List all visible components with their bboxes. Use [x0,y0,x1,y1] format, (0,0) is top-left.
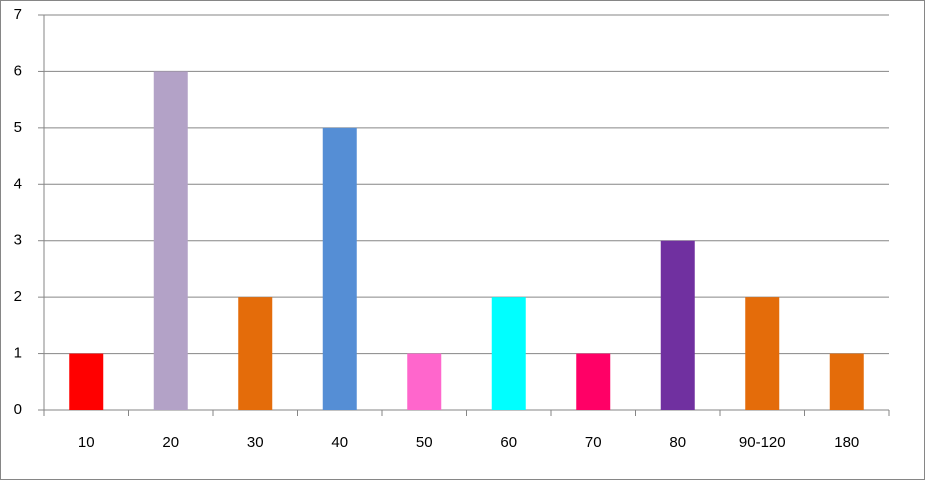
y-tick-label: 3 [14,232,22,249]
x-tick-label: 50 [416,434,433,451]
y-tick-label: 2 [14,288,22,305]
x-tick-label: 180 [834,434,859,451]
bar [829,353,864,410]
bar [238,297,273,410]
x-tick-label: 40 [331,434,348,451]
bar [491,297,526,410]
y-tick-label: 4 [14,175,22,192]
x-tick-label: 20 [162,434,179,451]
x-tick-label: 90-120 [739,434,786,451]
y-tick-label: 7 [14,6,22,23]
x-tick-label: 80 [669,434,686,451]
x-tick-label: 10 [78,434,95,451]
x-tick-label: 30 [247,434,264,451]
y-tick-label: 6 [14,62,22,79]
bar [660,240,695,410]
x-tick-label: 70 [585,434,602,451]
bar [407,353,442,410]
bar [322,127,357,410]
y-tick-label: 5 [14,119,22,136]
y-tick-label: 0 [14,401,22,418]
bar [576,353,611,410]
bar [153,71,188,410]
x-tick-label: 60 [500,434,517,451]
bar [745,297,780,410]
y-tick-label: 1 [14,345,22,362]
bar [69,353,104,410]
